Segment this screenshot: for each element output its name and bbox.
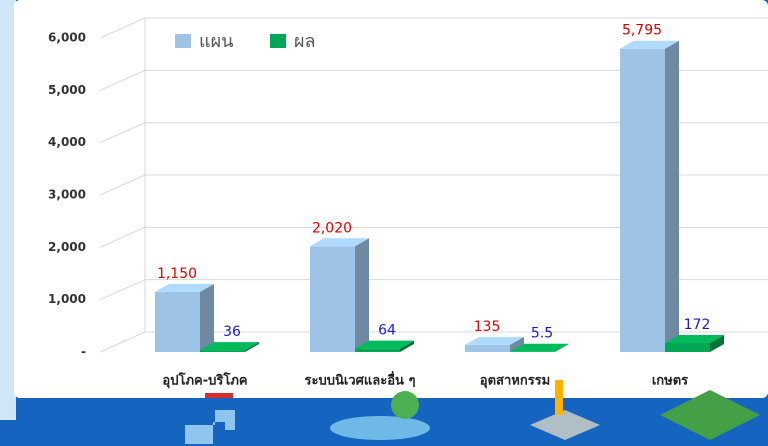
x-tick-label: เกษตร	[652, 374, 688, 389]
value-label: 5.5	[531, 326, 553, 342]
y-tick-label: 1,000	[48, 292, 86, 306]
bar	[620, 49, 665, 352]
x-tick-label: อุปโภค-บริโภค	[162, 372, 247, 389]
eco-icon	[330, 416, 430, 440]
bar	[465, 345, 510, 352]
bar-side	[665, 41, 679, 352]
y-tick-label: 2,000	[48, 240, 86, 254]
bar	[155, 292, 200, 352]
y-tick-label: 6,000	[48, 31, 86, 45]
y-tick-label: -	[81, 345, 86, 359]
bar	[355, 349, 400, 352]
y-tick-label: 5,000	[48, 83, 86, 97]
y-tick-label: 3,000	[48, 188, 86, 202]
factory-chimney	[555, 380, 563, 415]
legend-label: แผน	[199, 31, 233, 52]
value-label: 5,795	[622, 23, 662, 39]
left-strip	[0, 0, 16, 420]
chart: แผน ผล - 1,000 2,000 3,000 4,000 5,000 6,000 อุป…	[0, 0, 768, 446]
x-tick-label: ระบบนิเวศและอื่น ๆ	[305, 371, 416, 389]
legend-swatch	[270, 34, 286, 48]
legend-label: ผล	[294, 31, 316, 52]
bar	[310, 246, 355, 352]
value-label: 1,150	[157, 266, 197, 282]
x-tick-label: อุตสาหกรรม	[480, 374, 550, 389]
tap-handle	[205, 393, 233, 398]
bar	[200, 350, 245, 352]
value-label: 172	[684, 317, 711, 333]
bar-side	[355, 238, 369, 352]
y-tick-label: 4,000	[48, 135, 86, 149]
value-label: 36	[223, 324, 241, 340]
legend-swatch	[175, 34, 191, 48]
eco-tree	[391, 391, 419, 419]
bar	[665, 343, 710, 352]
value-label: 64	[378, 323, 396, 339]
value-label: 2,020	[312, 220, 352, 236]
value-label: 135	[474, 319, 501, 335]
bar-side	[200, 284, 214, 352]
